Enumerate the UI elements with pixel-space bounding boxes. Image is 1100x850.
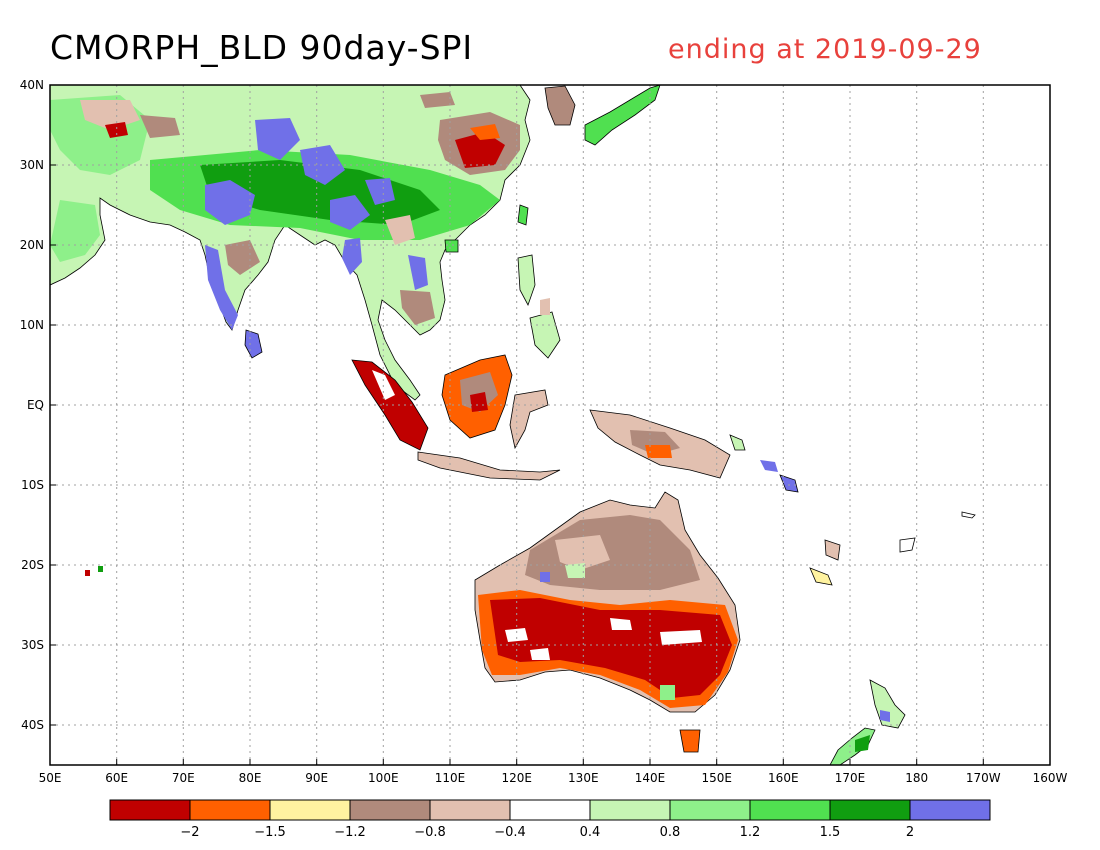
lon-label: 90E [305, 771, 328, 785]
lat-label: 40S [21, 718, 44, 732]
colorbar-swatch [669, 799, 751, 821]
lat-label: 30S [21, 638, 44, 652]
lat-label: 10N [20, 318, 44, 332]
colorbar-swatch [509, 799, 591, 821]
lon-ticks [116, 759, 984, 765]
lon-label: 120E [501, 771, 532, 785]
map-date-subtitle: ending at 2019-09-29 [668, 34, 982, 65]
lon-label: 80E [239, 771, 262, 785]
colorbar-label: −1.2 [334, 825, 366, 840]
colorbar-label: 1.5 [820, 825, 841, 840]
asia-region [50, 85, 661, 401]
lon-label: 180 [905, 771, 928, 785]
colorbar-label: −0.4 [494, 825, 526, 840]
colorbar-swatch [349, 799, 431, 821]
lon-label: 150E [701, 771, 732, 785]
lat-label: 20N [20, 238, 44, 252]
lon-label: 100E [368, 771, 399, 785]
colorbar-label: 1.2 [740, 825, 761, 840]
colorbar-swatch [589, 799, 671, 821]
australia-region [474, 491, 741, 753]
colorbar-swatch [829, 799, 911, 821]
colorbar-swatch [909, 799, 991, 821]
lat-ticks [50, 84, 56, 726]
colorbar-label: −1.5 [254, 825, 286, 840]
lon-label: 60E [105, 771, 128, 785]
colorbar: −2 −1.5 −1.2 −0.8 −0.4 0.4 0.8 1.2 1.5 2 [109, 799, 991, 840]
grid-lines [50, 85, 1050, 765]
colorbar-label: −2 [180, 825, 199, 840]
plot-frame [49, 84, 1051, 766]
lon-label: 110E [435, 771, 466, 785]
small-island [98, 566, 103, 572]
lon-label: 170E [835, 771, 866, 785]
lat-labels: 40N 30N 20N 10N EQ 10S 20S 30S 40S [20, 78, 44, 732]
small-island [85, 570, 90, 576]
map-title: CMORPH_BLD 90day-SPI [50, 28, 474, 67]
lon-label: 140E [635, 771, 666, 785]
lat-label: 10S [21, 478, 44, 492]
lat-label: 40N [20, 78, 44, 92]
colorbar-swatch [109, 799, 191, 821]
lat-label: 30N [20, 158, 44, 172]
lon-label: 160W [1033, 771, 1068, 785]
lon-label: 130E [568, 771, 599, 785]
colorbar-label: 2 [906, 825, 914, 840]
new-zealand [829, 679, 906, 765]
colorbar-label: −0.8 [414, 825, 446, 840]
colorbar-swatch [749, 799, 831, 821]
colorbar-label: 0.4 [580, 825, 601, 840]
colorbar-swatch [429, 799, 511, 821]
lon-label: 50E [39, 771, 62, 785]
colorbar-swatch [189, 799, 271, 821]
lon-labels: 50E 60E 70E 80E 90E 100E 110E 120E 130E … [39, 771, 1068, 785]
lat-label: EQ [27, 398, 44, 412]
lon-label: 160E [768, 771, 799, 785]
lon-label: 70E [172, 771, 195, 785]
colorbar-swatch [269, 799, 351, 821]
lat-label: 20S [21, 558, 44, 572]
lon-label: 170W [966, 771, 1001, 785]
colorbar-label: 0.8 [660, 825, 681, 840]
